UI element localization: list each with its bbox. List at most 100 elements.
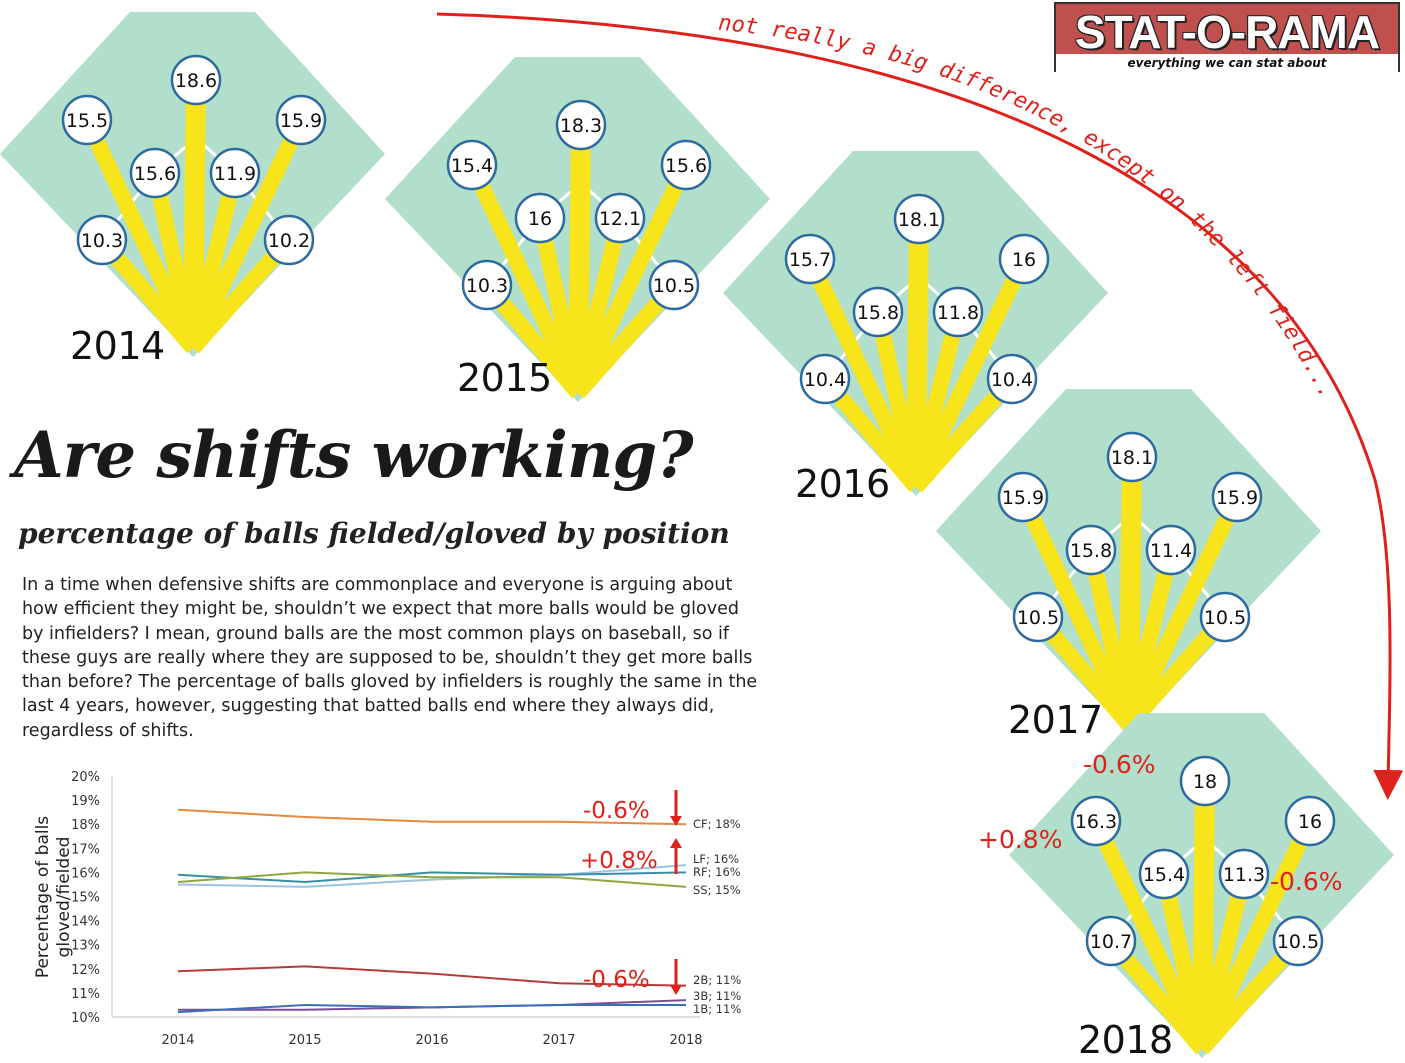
body-paragraph: In a time when defensive shifts are comm…	[22, 575, 758, 741]
x-tick-label: 2015	[288, 1033, 321, 1048]
series-line-2b	[177, 965, 687, 987]
position-lf: 15.4	[446, 139, 498, 191]
position-circle	[1012, 591, 1064, 643]
ray-lf	[1015, 493, 1137, 729]
position-circle	[61, 94, 113, 146]
arrowhead	[670, 985, 682, 995]
position-3b: 10.7	[1085, 915, 1137, 967]
position-value-ss: 15.6	[134, 163, 176, 185]
ray-cf	[1192, 780, 1215, 1050]
annotation-cf-change: -0.6%	[1083, 750, 1156, 779]
position-circle	[1070, 795, 1122, 847]
ray-rf	[1194, 817, 1318, 1053]
position-value-2b: 11.8	[937, 302, 979, 324]
position-circle	[1145, 524, 1197, 576]
y-axis-label: Percentage of ballsgloved/fielded	[33, 816, 74, 978]
position-value-cf: 18.3	[560, 115, 602, 137]
year-label-2016: 2016	[795, 462, 890, 506]
position-circle	[446, 139, 498, 191]
page-subtitle: percentage of balls fielded/gloved by po…	[18, 517, 730, 550]
position-1b: 10.5	[648, 259, 700, 311]
ray-rf	[570, 161, 694, 397]
position-circle	[1106, 431, 1158, 483]
ray-rf	[908, 255, 1032, 491]
year-label-2017: 2017	[1008, 698, 1103, 742]
position-value-3b: 10.3	[466, 275, 508, 297]
position-circle	[209, 147, 261, 199]
y-tick-label: 14%	[71, 915, 100, 930]
series-label-2b: 2B; 11%	[693, 973, 741, 987]
series-line-ss	[177, 871, 687, 888]
position-circle	[1284, 795, 1336, 847]
position-ss: 16	[514, 192, 566, 244]
position-circle	[1211, 471, 1263, 523]
ray-lf	[1088, 817, 1210, 1053]
x-tick-label: 2016	[415, 1033, 448, 1048]
position-ss: 15.4	[1138, 848, 1190, 900]
diamond-2015: 10.3 10.5 15.4 15.6 16 12.1 18.3	[385, 57, 770, 402]
series-label-lf: LF; 16%	[693, 852, 739, 866]
position-value-cf: 18.1	[898, 209, 940, 231]
ray-lf	[802, 255, 924, 491]
y-tick-label: 20%	[71, 770, 100, 785]
position-circle	[1065, 524, 1117, 576]
position-circle	[594, 192, 646, 244]
annotation-lf-change: +0.8%	[978, 825, 1063, 854]
position-value-ss: 16	[528, 208, 552, 230]
position-value-3b: 10.4	[804, 369, 846, 391]
annotation-2b-change: -0.6%	[1270, 867, 1343, 896]
position-cf: 18.6	[170, 54, 222, 106]
position-value-2b: 11.9	[214, 163, 256, 185]
position-circle	[932, 286, 984, 338]
series-line-lf	[177, 864, 687, 888]
x-tick-label: 2018	[669, 1033, 702, 1048]
position-circle	[893, 193, 945, 245]
position-value-cf: 18.1	[1111, 447, 1153, 469]
position-value-3b: 10.7	[1090, 931, 1132, 953]
position-3b: 10.4	[799, 353, 851, 405]
position-circle	[799, 353, 851, 405]
position-ss: 15.8	[852, 286, 904, 338]
position-circle	[170, 54, 222, 106]
y-tick-label: 11%	[71, 987, 100, 1002]
position-circle	[1138, 848, 1190, 900]
page-title: Are shifts working?	[14, 418, 694, 493]
position-3b: 10.3	[76, 214, 128, 266]
position-3b: 10.5	[1012, 591, 1064, 643]
position-1b: 10.2	[263, 214, 315, 266]
position-value-2b: 12.1	[599, 208, 641, 230]
chart-annotation-lf: +0.8%	[580, 848, 658, 874]
position-value-lf: 15.4	[451, 155, 493, 177]
position-circle	[1272, 915, 1324, 967]
position-circle	[1199, 591, 1251, 643]
position-ss: 15.8	[1065, 524, 1117, 576]
position-2b: 12.1	[594, 192, 646, 244]
position-lf: 16.3	[1070, 795, 1122, 847]
ray-cf	[1119, 456, 1142, 726]
position-value-2b: 11.4	[1150, 540, 1192, 562]
position-circle	[275, 94, 327, 146]
position-circle	[76, 214, 128, 266]
y-tick-label: 12%	[71, 963, 100, 978]
y-tick-label: 17%	[71, 842, 100, 857]
arrowhead	[670, 838, 682, 848]
position-3b: 10.3	[461, 259, 513, 311]
position-2b: 11.3	[1218, 848, 1270, 900]
position-value-1b: 10.4	[991, 369, 1033, 391]
position-value-1b: 10.2	[268, 230, 310, 252]
position-circle	[660, 139, 712, 191]
position-lf: 15.5	[61, 94, 113, 146]
position-circle	[263, 214, 315, 266]
y-tick-label: 10%	[71, 1011, 100, 1026]
position-value-3b: 10.5	[1017, 607, 1059, 629]
position-2b: 11.4	[1145, 524, 1197, 576]
position-rf: 16	[1284, 795, 1336, 847]
position-1b: 10.5	[1272, 915, 1324, 967]
position-circle	[1179, 755, 1231, 807]
y-tick-label: 18%	[71, 818, 100, 833]
position-circle	[986, 353, 1038, 405]
position-cf: 18	[1179, 755, 1231, 807]
position-value-ss: 15.8	[857, 302, 899, 324]
position-value-1b: 10.5	[653, 275, 695, 297]
position-cf: 18.1	[1106, 431, 1158, 483]
